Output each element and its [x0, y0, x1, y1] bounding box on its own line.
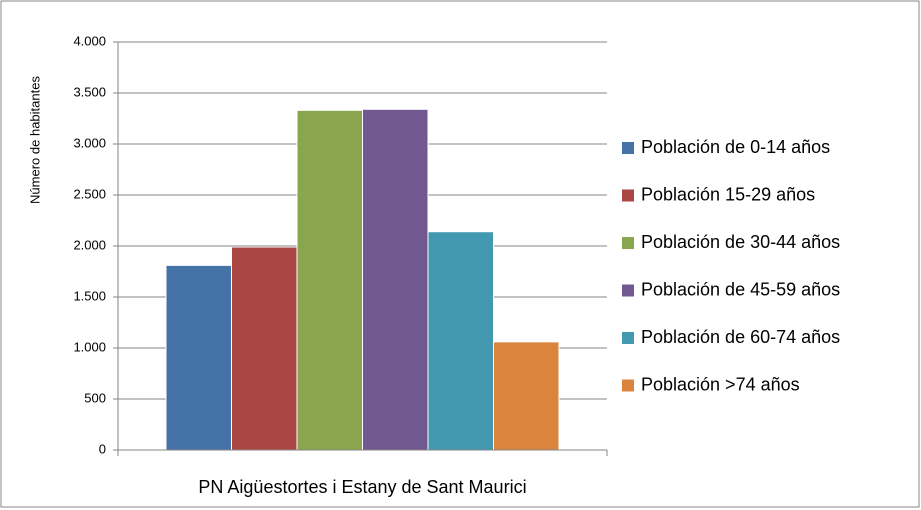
- bar: [362, 108, 429, 451]
- legend-label: Población de 60-74 años: [641, 327, 840, 347]
- bar: [296, 109, 363, 451]
- legend-swatch: [622, 332, 634, 344]
- y-tick-label: 1.500: [73, 288, 106, 303]
- legend-swatch: [622, 379, 634, 392]
- y-tick-label: 3.000: [73, 135, 106, 150]
- y-tick-label: 2.500: [73, 186, 106, 201]
- legend-label: Población >74 años: [641, 374, 800, 394]
- legend-label: Población de 30-44 años: [641, 232, 840, 252]
- y-tick-label: 500: [84, 390, 106, 405]
- legend-swatch: [622, 237, 634, 249]
- bar: [231, 246, 298, 451]
- y-tick-label: 1.000: [73, 339, 106, 354]
- y-tick-label: 2.000: [73, 237, 106, 252]
- y-axis-label: Número de habitantes: [27, 76, 42, 204]
- x-tick-label: PN Aigüestortes i Estany de Sant Maurici: [198, 477, 526, 497]
- bar: [165, 264, 232, 451]
- bar: [493, 341, 560, 451]
- y-tick-label: 4.000: [73, 33, 106, 48]
- legend-swatch: [622, 142, 634, 154]
- legend-swatch: [622, 189, 634, 202]
- y-tick-label: 0: [99, 441, 106, 456]
- bar: [427, 231, 494, 451]
- legend-label: Población de 0-14 años: [641, 137, 830, 157]
- y-tick-label: 3.500: [73, 84, 106, 99]
- legend-label: Población de 45-59 años: [641, 279, 840, 299]
- legend-swatch: [622, 284, 634, 297]
- legend-label: Población 15-29 años: [641, 184, 815, 204]
